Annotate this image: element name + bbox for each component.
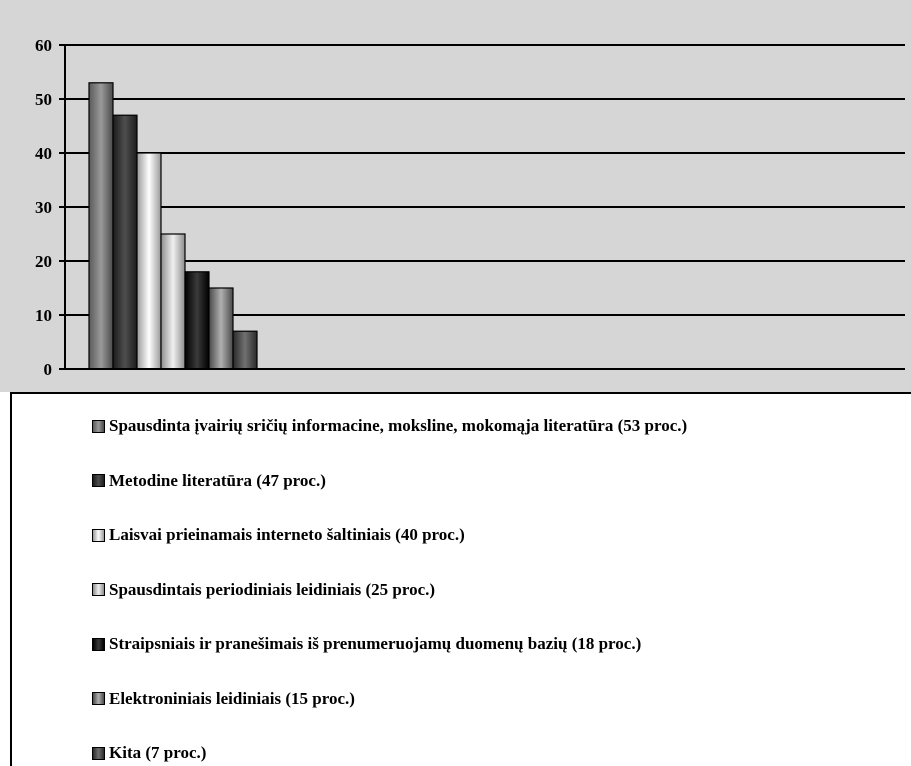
legend-item: Metodine literatūra (47 proc.): [92, 470, 326, 492]
y-axis-tick-labels: 0 10 20 30 40 50 60: [35, 36, 52, 379]
bar-7: [232, 330, 258, 370]
axes: [64, 45, 905, 370]
bar-4: [160, 233, 186, 370]
legend-item: Kita (7 proc.): [92, 742, 206, 764]
legend-swatch: [92, 419, 105, 433]
legend-item: Spausdinta įvairių sričių informacine, m…: [92, 415, 687, 437]
legend-label: Spausdintais periodiniais leidiniais (25…: [109, 579, 436, 599]
legend-item: Straipsniais ir pranešimais iš prenumeru…: [92, 633, 641, 655]
plot-area: 0 10 20 30 40 50 60: [0, 0, 911, 392]
y-tick-label: 10: [35, 306, 52, 325]
legend-item: Laisvai prieinamais interneto šaltiniais…: [92, 524, 465, 546]
y-tick-label: 20: [35, 252, 52, 271]
bar-2: [112, 114, 138, 370]
legend-swatch: [92, 637, 105, 651]
bar-3: [136, 152, 162, 370]
y-tick-label: 60: [35, 36, 52, 55]
legend-label: Laisvai prieinamais interneto šaltiniais…: [109, 525, 465, 544]
legend-swatch: [92, 528, 105, 542]
legend: Spausdinta įvairių sričių informacine, m…: [10, 392, 911, 766]
legend-label: Metodine literatūra (47 proc.): [109, 470, 326, 490]
legend-item: Spausdintais periodiniais leidiniais (25…: [92, 579, 435, 601]
legend-label: Elektroniniais leidiniais (15 proc.): [109, 688, 355, 708]
legend-swatch: [92, 474, 105, 487]
y-tick-label: 40: [35, 144, 52, 163]
legend-label: Straipsniais ir pranešimais iš prenumeru…: [109, 634, 642, 653]
legend-label: Kita (7 proc.): [109, 743, 207, 762]
legend-label: Spausdinta įvairių sričių informacine, m…: [109, 416, 688, 435]
legend-swatch: [92, 583, 105, 596]
bar-5: [184, 271, 210, 370]
bar-chart: 0 10 20 30 40 50 60: [35, 36, 905, 379]
bar-1: [88, 82, 114, 370]
legend-item: Elektroniniais leidiniais (15 proc.): [92, 688, 355, 710]
y-tick-label: 50: [35, 90, 52, 109]
y-tick-label: 30: [35, 198, 52, 217]
bars: [88, 82, 258, 370]
legend-swatch: [92, 692, 105, 705]
bar-6: [208, 287, 234, 370]
y-tick-label: 0: [44, 360, 53, 379]
legend-swatch: [92, 746, 105, 760]
